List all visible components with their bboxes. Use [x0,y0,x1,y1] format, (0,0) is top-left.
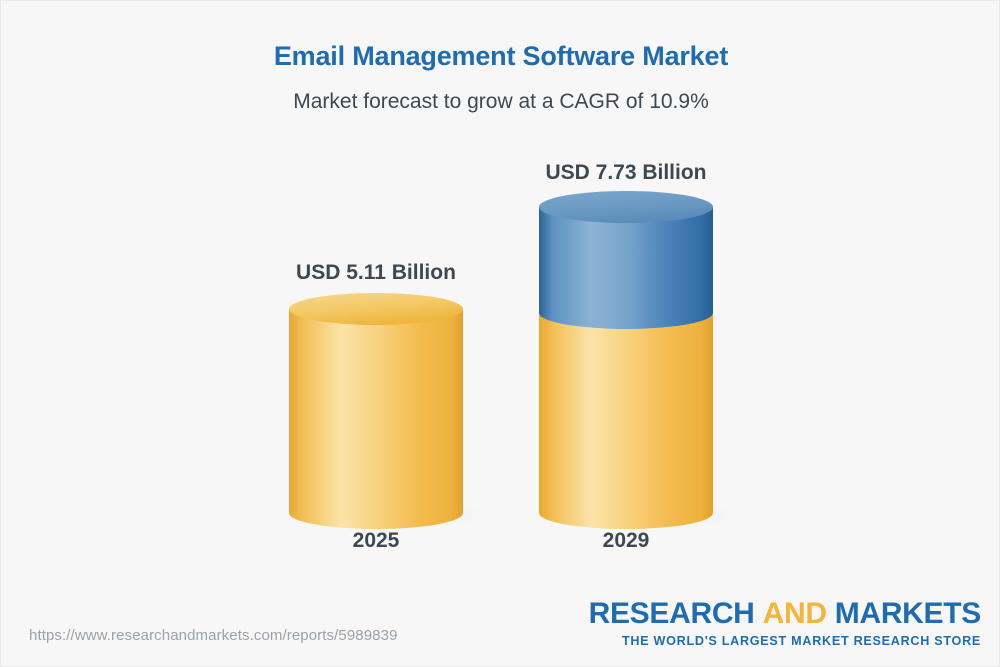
brand-tagline: THE WORLD'S LARGEST MARKET RESEARCH STOR… [621,634,981,649]
page-subtitle: Market forecast to grow at a CAGR of 10.… [293,90,709,113]
cylinder-base-segment-2029 [539,313,713,529]
brand-word-research: RESEARCH [588,597,755,631]
brand-logo[interactable]: RESEARCH AND MARKETS THE WORLD'S LARGEST… [588,597,982,649]
bar-value-label-2029: USD 7.73 Billion [545,161,707,184]
cylinder-top-cap-2025 [289,293,463,325]
source-url[interactable]: https://www.researchandmarkets.com/repor… [29,627,398,644]
bar-value-label-2025: USD 5.11 Billion [296,261,456,284]
cylinder-bar-2029 [534,191,738,530]
page-title: Email Management Software Market [273,41,729,71]
bar-category-label-2029: 2029 [602,529,650,552]
cylinder-growth-segment-2029 [539,207,713,329]
cylinder-bar-2025 [284,293,488,530]
chart-plot-area: USD 5.11 Billion [1,1,999,601]
cylinder-top-cap-2029 [539,191,713,223]
bar-category-label-2025: 2025 [352,529,400,552]
brand-word-and: AND [762,597,827,631]
brand-wordmark: RESEARCH AND MARKETS [588,597,982,631]
brand-word-markets: MARKETS [834,597,982,631]
cylinder-body-2025 [289,309,463,529]
